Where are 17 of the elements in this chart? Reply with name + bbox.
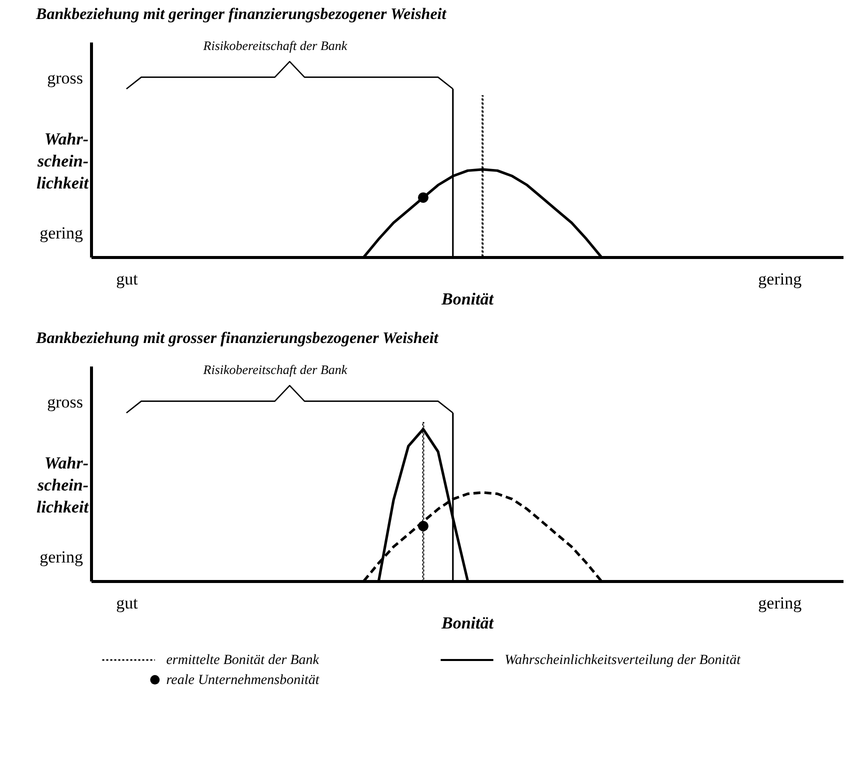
text: Risikobereitschaft der Bank — [202, 38, 348, 53]
chart-title: Bankbeziehung mit grosser finanzierungsbezogener Weisheit — [35, 330, 439, 347]
legend-label: Wahrscheinlichkeitsverteilung der Bonität — [504, 653, 742, 668]
y-axis-title: Wahr- schein- lichkeit — [36, 129, 90, 192]
text: gering — [40, 547, 84, 566]
x-axis-title: Bonität — [440, 614, 495, 632]
chart-title: Bankbeziehung mit geringer finanzierungsbezogener Weisheit — [35, 6, 447, 23]
text: gering — [40, 223, 84, 242]
text: Risikobereitschaft der Bank — [202, 362, 348, 377]
x-tick-label: gut — [116, 270, 138, 288]
x-axis-title: Bonität — [440, 290, 495, 308]
text: gross — [47, 392, 83, 412]
y-axis-title: Wahr- schein- lichkeit — [36, 453, 90, 516]
legend-label: reale Unternehmensbonität — [166, 672, 320, 688]
legend-label: ermittelte Bonität der Bank — [166, 653, 320, 668]
text: gross — [47, 68, 83, 88]
x-tick-label: gut — [116, 594, 138, 612]
